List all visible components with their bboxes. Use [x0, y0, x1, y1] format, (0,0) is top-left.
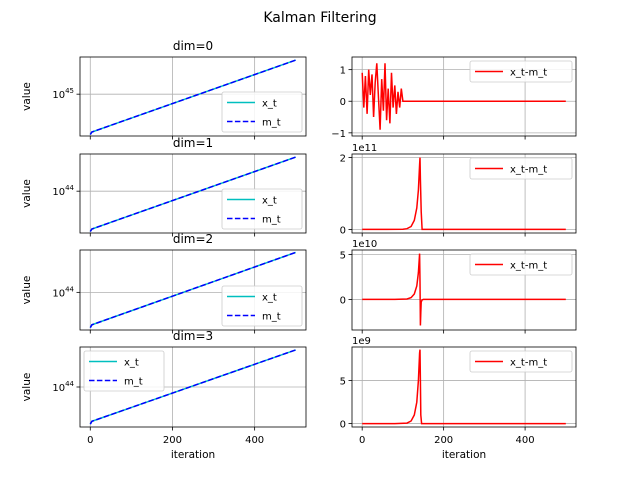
y-tick-label: 0	[340, 420, 346, 431]
subplot-title: dim=1	[173, 136, 213, 150]
x-tick-label: 400	[516, 435, 535, 446]
legend: x_t m_t	[221, 285, 303, 327]
y-tick-label: 2	[340, 154, 346, 165]
y-axis-label: value	[21, 276, 33, 305]
y-axis-label: value	[21, 373, 33, 402]
axes-frame	[79, 56, 307, 137]
y-offset-label: 1e9	[352, 336, 371, 347]
legend: x_t m_t	[83, 350, 165, 392]
y-tick-base: 10	[52, 187, 65, 198]
y-tick-label: 5	[340, 250, 346, 261]
subplot-title: dim=3	[173, 329, 213, 343]
y-offset-label: 1e10	[352, 239, 377, 250]
y-tick-label: 1044	[52, 380, 74, 394]
series-line-m_t	[89, 251, 296, 328]
legend-label: x_t	[262, 99, 277, 110]
legend: x_t m_t	[221, 188, 303, 230]
y-tick-label: 1	[340, 66, 346, 77]
y-tick-label: 1044	[52, 285, 74, 299]
x-tick-label: 0	[87, 435, 93, 446]
series-line-x_t-m_t	[362, 157, 566, 231]
legend: x_t-m_t	[469, 60, 573, 83]
legend-label: x_t	[124, 358, 139, 369]
y-axis-label: value	[21, 82, 33, 111]
y-tick-label: 0	[340, 295, 346, 306]
legend-label: x_t-m_t	[510, 165, 547, 176]
y-tick-base: 10	[52, 90, 65, 101]
y-tick-label: 1045	[52, 87, 74, 101]
legend-label: x_t-m_t	[510, 68, 547, 79]
y-tick-exponent: 44	[65, 380, 74, 388]
legend-label: m_t	[262, 118, 281, 129]
y-tick-label: −1	[331, 129, 346, 140]
axes-frame	[79, 153, 307, 234]
legend-box	[469, 60, 573, 83]
legend-label: x_t-m_t	[510, 261, 547, 272]
axes-frame	[351, 249, 577, 331]
x-axis-label: iteration	[171, 449, 215, 461]
subplot-title: dim=2	[173, 232, 213, 246]
series-line-x_t-m_t	[361, 63, 566, 130]
y-tick-label: 0	[340, 97, 346, 108]
legend: x_t-m_t	[469, 350, 573, 373]
series-line-x_t-m_t	[362, 253, 566, 326]
axes-frame	[351, 153, 577, 234]
series-line-x_t-m_t	[362, 349, 566, 425]
legend-label: m_t	[262, 312, 281, 323]
y-tick-label: 5	[340, 377, 346, 388]
subplot-1: −1 0 1 x_t-m_t	[331, 56, 577, 140]
y-tick-label: 1044	[52, 184, 74, 198]
legend: x_t m_t	[221, 91, 303, 133]
legend-label: m_t	[124, 377, 143, 388]
y-axis-label: value	[21, 179, 33, 208]
series-group	[89, 59, 296, 135]
axes-frame	[351, 56, 577, 137]
series-group	[362, 349, 566, 425]
series-group	[89, 349, 296, 425]
subplot-2: 1044 dim=1 value x_t m_t	[21, 136, 307, 237]
legend-box	[469, 253, 573, 276]
subplot-6: 0 200 400 1044 dim=3 value iteration x_t m_t	[21, 329, 307, 461]
axes-frame	[351, 346, 577, 428]
legend-label: x_t	[262, 293, 277, 304]
subplot-4: 1044 dim=2 value x_t m_t	[21, 232, 307, 334]
legend: x_t-m_t	[469, 253, 573, 276]
y-tick-exponent: 44	[65, 184, 74, 192]
series-group	[89, 251, 296, 328]
y-tick-exponent: 44	[65, 285, 74, 293]
series-group	[89, 156, 296, 232]
legend-box	[469, 157, 573, 180]
y-tick-label: 0	[340, 225, 346, 236]
series-line-m_t	[89, 156, 296, 232]
legend-box	[469, 350, 573, 373]
legend-label: m_t	[262, 215, 281, 226]
subplot-title: dim=0	[173, 39, 213, 53]
x-axis-label: iteration	[442, 449, 486, 461]
subplot-7: 0 200 400 0 5 1e9 iteration x_t-m_t	[340, 336, 577, 461]
x-tick-label: 0	[359, 435, 365, 446]
x-tick-label: 200	[163, 435, 182, 446]
legend-label: x_t-m_t	[510, 358, 547, 369]
series-group	[362, 253, 566, 326]
y-offset-label: 1e11	[352, 143, 377, 154]
legend-label: x_t	[262, 196, 277, 207]
figure-suptitle: Kalman Filtering	[263, 10, 376, 26]
x-tick-label: 200	[434, 435, 453, 446]
y-tick-exponent: 45	[65, 87, 74, 95]
y-tick-base: 10	[52, 288, 65, 299]
subplot-5: 0 5 1e10 x_t-m_t	[340, 239, 577, 334]
subplot-0: 1045 dim=0 value x_t m_t	[21, 39, 307, 140]
legend: x_t-m_t	[469, 157, 573, 180]
x-tick-label: 400	[245, 435, 264, 446]
series-group	[361, 63, 566, 130]
axes-frame	[79, 249, 307, 331]
y-tick-base: 10	[52, 383, 65, 394]
series-group	[362, 157, 566, 231]
subplot-3: 0 2 1e11 x_t-m_t	[340, 143, 577, 237]
series-line-m_t	[89, 349, 296, 425]
series-line-m_t	[89, 59, 296, 135]
